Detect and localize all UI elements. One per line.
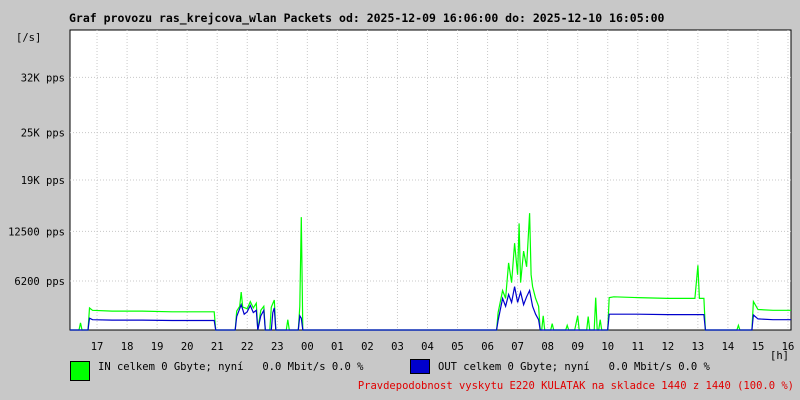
legend-swatch-out	[410, 359, 430, 374]
x-tick-label: 08	[541, 341, 554, 353]
y-axis-unit: [/s]	[16, 32, 41, 44]
x-tick-label: 18	[121, 341, 134, 353]
x-tick-label: 04	[421, 341, 434, 353]
chart-title: Graf provozu ras_krejcova_wlan Packets o…	[69, 11, 665, 25]
x-tick-label: 07	[511, 341, 524, 353]
x-tick-label: 11	[631, 341, 644, 353]
x-tick-label: 20	[181, 341, 194, 353]
y-tick-label: 19K pps	[21, 175, 65, 187]
grid-lines	[70, 30, 791, 330]
x-tick-label: 23	[271, 341, 284, 353]
x-tick-label: 10	[601, 341, 614, 353]
x-tick-label: 17	[91, 341, 104, 353]
x-tick-label: 02	[361, 341, 374, 353]
x-tick-label: 12	[662, 341, 675, 353]
x-tick-label: 00	[301, 341, 314, 353]
series-line-out	[70, 286, 791, 331]
x-tick-label: 21	[211, 341, 224, 353]
x-tick-label: 01	[331, 341, 344, 353]
y-tick-label: 32K pps	[21, 72, 65, 84]
series-layer	[70, 213, 791, 331]
x-tick-label: 22	[241, 341, 254, 353]
x-tick-label: 15	[752, 341, 765, 353]
x-tick-label: 16	[782, 341, 795, 353]
x-tick-label: 13	[692, 341, 705, 353]
legend-swatch-in	[70, 361, 90, 381]
x-axis-unit: [h]	[770, 350, 789, 362]
legend-label-out: OUT celkem 0 Gbyte; nyní 0.0 Mbit/s 0.0 …	[438, 361, 710, 373]
series-line-in	[70, 213, 791, 331]
x-tick-label: 03	[391, 341, 404, 353]
y-tick-label: 12500 pps	[8, 226, 65, 238]
x-tick-label: 19	[151, 341, 164, 353]
x-tick-label: 06	[481, 341, 494, 353]
x-tick-label: 14	[722, 341, 735, 353]
footer-note: Pravdepodobnost vyskytu E220 KULATAK na …	[357, 380, 794, 392]
x-tick-label: 09	[571, 341, 584, 353]
y-tick-labels: 6200 pps 12500 pps 19K pps 25K pps 32K pps	[8, 72, 65, 288]
legend-label-in: IN celkem 0 Gbyte; nyní 0.0 Mbit/s 0.0 %	[98, 361, 364, 373]
y-tick-label: 25K pps	[21, 128, 65, 140]
x-tick-labels: 17 18 19 20 21 22 23 00 01 02 03 04 05 06 07 08 09 10 11 12…	[91, 341, 795, 353]
y-tick-label: 6200 pps	[14, 276, 65, 288]
x-tick-label: 05	[451, 341, 464, 353]
